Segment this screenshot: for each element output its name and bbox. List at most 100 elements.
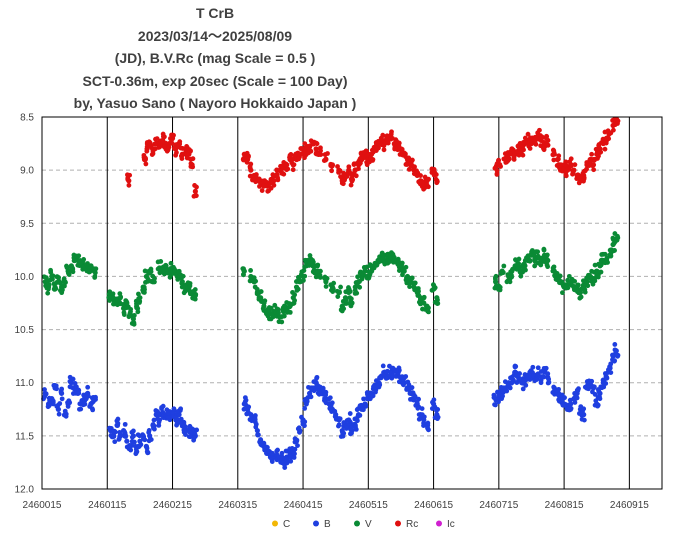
- data-point: [93, 266, 99, 272]
- data-point: [590, 389, 595, 395]
- data-point: [500, 393, 505, 399]
- data-point: [252, 417, 258, 422]
- data-point: [287, 309, 293, 315]
- data-point: [580, 284, 586, 290]
- data-point: [316, 152, 321, 158]
- data-point: [149, 152, 155, 157]
- legend-marker-ic: [436, 520, 442, 527]
- data-point: [404, 162, 410, 167]
- data-point: [85, 384, 91, 390]
- data-point: [46, 401, 52, 406]
- data-point: [328, 282, 334, 288]
- data-point: [255, 432, 261, 438]
- data-point: [162, 142, 168, 147]
- data-point: [505, 382, 511, 388]
- data-point: [297, 429, 302, 435]
- data-point: [603, 139, 608, 145]
- data-point: [410, 390, 416, 396]
- data-point: [338, 174, 343, 179]
- data-point: [300, 419, 306, 424]
- data-point: [56, 407, 61, 412]
- data-point: [302, 273, 308, 279]
- data-point: [174, 422, 179, 428]
- data-point: [574, 387, 580, 393]
- data-point: [188, 161, 194, 166]
- data-point: [544, 134, 550, 139]
- data-point: [352, 291, 358, 296]
- data-point: [568, 162, 574, 168]
- data-point: [538, 262, 544, 268]
- legend-label-ic: Ic: [447, 519, 455, 530]
- data-point: [541, 246, 547, 252]
- data-point: [129, 434, 135, 440]
- data-point: [527, 257, 533, 263]
- data-point: [593, 146, 599, 152]
- data-point: [560, 402, 566, 408]
- data-point: [302, 406, 308, 411]
- data-point: [615, 353, 621, 359]
- data-point: [122, 421, 128, 427]
- data-point: [416, 288, 421, 294]
- data-point: [318, 148, 323, 154]
- data-point: [514, 380, 520, 385]
- data-point: [42, 387, 47, 392]
- data-point: [571, 167, 576, 173]
- data-point: [76, 390, 82, 396]
- data-point: [136, 291, 141, 297]
- data-point: [324, 275, 330, 281]
- data-point: [181, 290, 187, 296]
- data-point: [332, 409, 337, 415]
- data-point: [263, 444, 269, 450]
- data-point: [191, 437, 197, 443]
- data-point: [492, 275, 498, 281]
- data-point: [60, 283, 66, 289]
- data-point: [342, 177, 348, 183]
- data-point: [309, 387, 314, 392]
- data-point: [295, 443, 300, 448]
- y-tick-label: 10.5: [15, 325, 35, 336]
- data-point: [145, 278, 151, 284]
- data-point: [146, 270, 152, 276]
- data-point: [327, 395, 333, 401]
- data-point: [336, 423, 341, 429]
- data-point: [358, 160, 363, 166]
- data-point: [606, 367, 611, 373]
- data-point: [325, 151, 330, 156]
- data-point: [302, 264, 308, 270]
- data-point: [544, 252, 550, 258]
- data-point: [612, 342, 618, 347]
- legend-label-v: V: [365, 519, 372, 530]
- data-point: [188, 434, 193, 440]
- data-point: [575, 282, 581, 288]
- data-point: [125, 172, 130, 178]
- data-point: [291, 450, 296, 456]
- data-point: [284, 460, 290, 466]
- data-point: [56, 411, 62, 417]
- data-point: [83, 396, 89, 402]
- data-point: [363, 402, 369, 408]
- data-point: [591, 167, 597, 173]
- data-point: [543, 365, 549, 371]
- data-point: [531, 252, 537, 258]
- data-point: [434, 408, 439, 413]
- data-point: [605, 260, 610, 265]
- data-point: [419, 406, 425, 412]
- data-point: [54, 386, 59, 392]
- data-point: [563, 173, 569, 179]
- data-point: [43, 391, 49, 397]
- data-point: [531, 136, 537, 142]
- data-point: [121, 312, 127, 317]
- data-point: [137, 443, 143, 449]
- data-point: [50, 401, 56, 407]
- data-point: [348, 182, 354, 188]
- legend: C B V Rc Ic: [272, 519, 455, 530]
- data-point: [59, 396, 65, 402]
- data-point: [577, 295, 583, 301]
- data-point: [527, 135, 533, 141]
- data-point: [65, 404, 71, 409]
- y-tick-label: 10.0: [15, 272, 35, 283]
- data-point: [124, 438, 130, 444]
- data-point: [492, 402, 497, 407]
- data-point: [380, 363, 386, 369]
- data-point: [429, 406, 435, 411]
